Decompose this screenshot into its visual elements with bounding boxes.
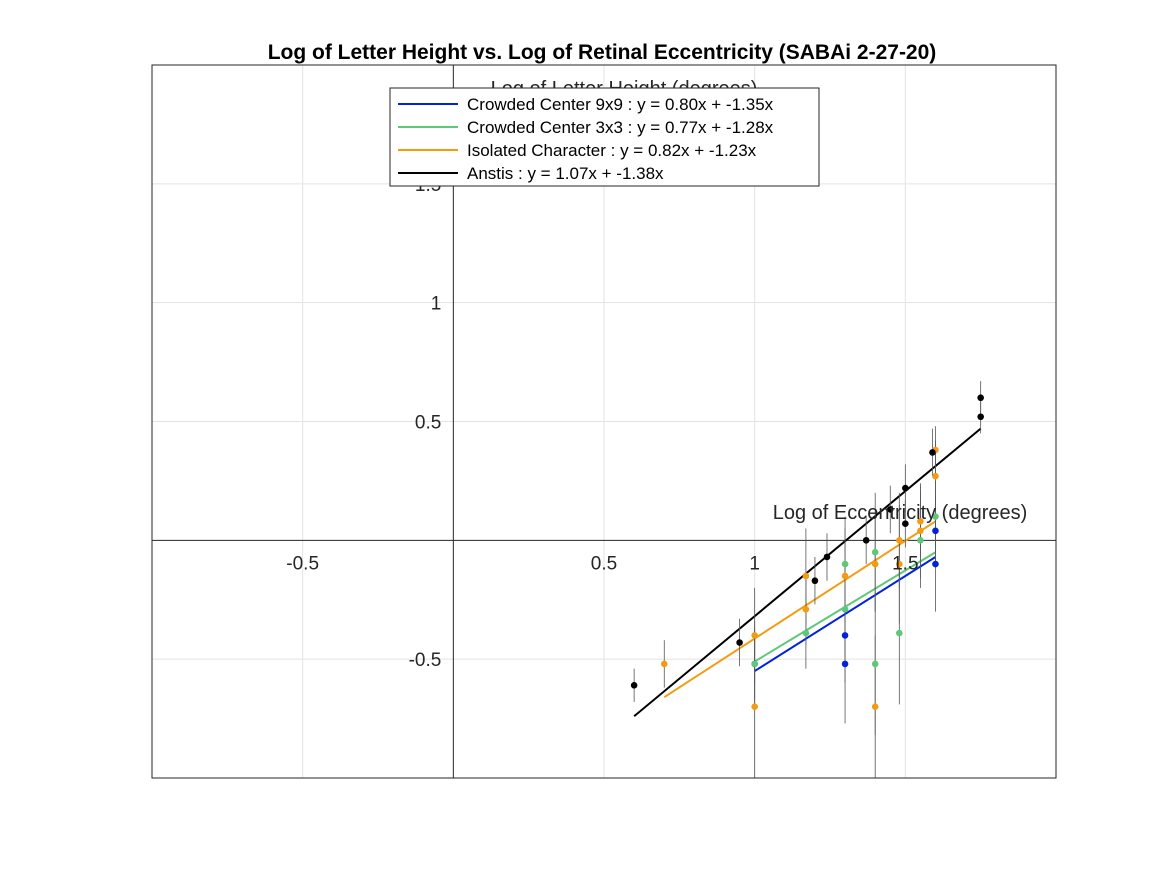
- legend-label: Crowded Center 3x3 : y = 0.77x + -1.28x: [467, 118, 774, 137]
- data-point-series-2: [871, 560, 879, 568]
- y-tick-label: 0.5: [415, 413, 441, 434]
- data-point-series-1: [841, 560, 849, 568]
- x-tick-label: -0.5: [286, 553, 319, 574]
- data-point-series-1: [751, 660, 758, 668]
- data-points: [630, 394, 984, 710]
- data-point-series-2: [871, 703, 879, 710]
- data-point-series-3: [902, 484, 909, 492]
- legend-label: Crowded Center 9x9 : y = 0.80x + -1.35x: [467, 95, 774, 114]
- data-point-series-3: [862, 537, 870, 544]
- data-point-series-2: [932, 472, 939, 480]
- data-point-series-3: [977, 413, 984, 421]
- data-point-series-2: [660, 660, 668, 668]
- data-point-series-0: [932, 527, 939, 535]
- data-point-series-3: [736, 639, 743, 646]
- legend-label: Anstis : y = 1.07x + -1.38x: [467, 164, 664, 183]
- chart-title: Log of Letter Height vs. Log of Retinal …: [268, 41, 937, 64]
- data-point-series-1: [896, 629, 903, 637]
- data-point-series-2: [841, 572, 849, 580]
- data-point-series-3: [823, 553, 831, 561]
- data-point-series-2: [917, 527, 924, 535]
- data-point-series-0: [841, 660, 849, 668]
- data-point-series-3: [811, 577, 819, 585]
- data-point-series-3: [977, 394, 984, 402]
- data-point-series-3: [886, 506, 894, 513]
- data-point-series-0: [932, 560, 939, 568]
- data-point-series-2: [896, 560, 903, 568]
- data-point-series-2: [896, 537, 903, 544]
- tick-labels: -0.50.511.5-0.50.511.5: [286, 175, 918, 671]
- data-point-series-1: [871, 548, 879, 556]
- data-point-series-1: [802, 629, 810, 637]
- data-point-series-1: [871, 660, 879, 668]
- data-point-series-2: [751, 632, 758, 639]
- fit-line-series-3: [633, 427, 982, 717]
- data-point-series-0: [841, 632, 849, 639]
- x-tick-label: 1: [749, 553, 760, 574]
- data-point-series-2: [751, 703, 758, 710]
- x-axis-label: Log of Eccentricity (degrees): [773, 502, 1028, 524]
- data-point-series-3: [902, 520, 909, 527]
- data-point-series-1: [917, 537, 924, 544]
- legend-label: Isolated Character : y = 0.82x + -1.23x: [467, 141, 757, 160]
- fit-line-series-2: [663, 520, 937, 699]
- data-point-series-3: [630, 682, 638, 689]
- data-point-series-2: [802, 605, 810, 613]
- x-tick-label: 0.5: [591, 553, 617, 574]
- legend-box: [389, 87, 820, 187]
- data-point-series-1: [841, 605, 849, 613]
- y-tick-label: 1: [431, 294, 442, 315]
- legend: Crowded Center 9x9 : y = 0.80x + -1.35x C…: [389, 87, 820, 187]
- data-point-series-2: [917, 518, 924, 525]
- data-point-series-1: [932, 513, 939, 520]
- y-tick-label: -0.5: [409, 650, 442, 671]
- plot-frame: [151, 64, 1057, 779]
- data-point-series-3: [929, 449, 936, 456]
- x-tick-label: 1.5: [892, 553, 918, 574]
- data-point-series-2: [802, 572, 810, 580]
